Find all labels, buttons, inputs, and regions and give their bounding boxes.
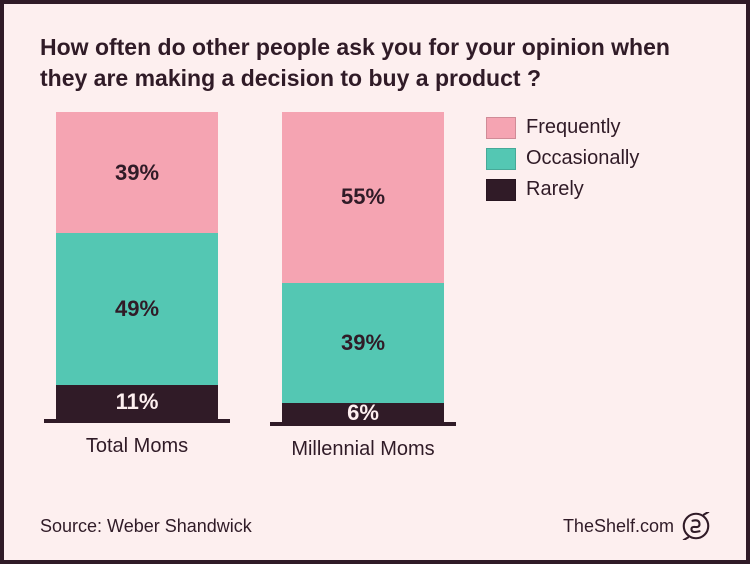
chart-title-text: How often do other people ask you for yo… xyxy=(40,34,670,91)
bar-segment-rarely: 11% xyxy=(56,385,218,419)
chart-body: 39%49%11%Total Moms55%39%6%Millennial Mo… xyxy=(40,112,710,498)
bar-baseline xyxy=(270,422,456,426)
legend-label: Frequently xyxy=(526,116,621,139)
legend-swatch xyxy=(486,117,516,139)
brand-block: TheShelf.com xyxy=(563,512,710,540)
bar-label: Total Moms xyxy=(86,435,188,458)
bars-container: 39%49%11%Total Moms55%39%6%Millennial Mo… xyxy=(40,112,456,461)
bar-segment-frequently: 55% xyxy=(282,112,444,283)
legend-label: Occasionally xyxy=(526,147,639,170)
question-mark: ? xyxy=(527,65,542,91)
stacked-bar: 55%39%6% xyxy=(282,112,444,422)
bar-segment-rarely: 6% xyxy=(282,403,444,422)
chart-footer: Source: Weber Shandwick TheShelf.com xyxy=(40,512,710,540)
bar-segment-frequently: 39% xyxy=(56,112,218,233)
legend-item-frequently: Frequently xyxy=(486,116,639,139)
bar-label: Millennial Moms xyxy=(291,438,434,461)
chart-title: How often do other people ask you for yo… xyxy=(40,32,710,94)
legend-swatch xyxy=(486,148,516,170)
legend-label: Rarely xyxy=(526,178,584,201)
legend-item-occasionally: Occasionally xyxy=(486,147,639,170)
legend-item-rarely: Rarely xyxy=(486,178,639,201)
bar-column: 55%39%6% Millennial Moms xyxy=(270,112,456,461)
brand-label: TheShelf.com xyxy=(563,516,674,537)
brand-logo-icon xyxy=(682,512,710,540)
bar-segment-occasionally: 49% xyxy=(56,233,218,385)
bar-column: 39%49%11% Total Moms xyxy=(44,112,230,461)
bar-baseline xyxy=(44,419,230,423)
legend: Frequently Occasionally Rarely xyxy=(486,116,639,209)
stacked-bar: 39%49%11% xyxy=(56,112,218,419)
chart-card: How often do other people ask you for yo… xyxy=(0,0,750,564)
source-line: Source: Weber Shandwick xyxy=(40,516,252,537)
legend-swatch xyxy=(486,179,516,201)
bar-segment-occasionally: 39% xyxy=(282,283,444,404)
